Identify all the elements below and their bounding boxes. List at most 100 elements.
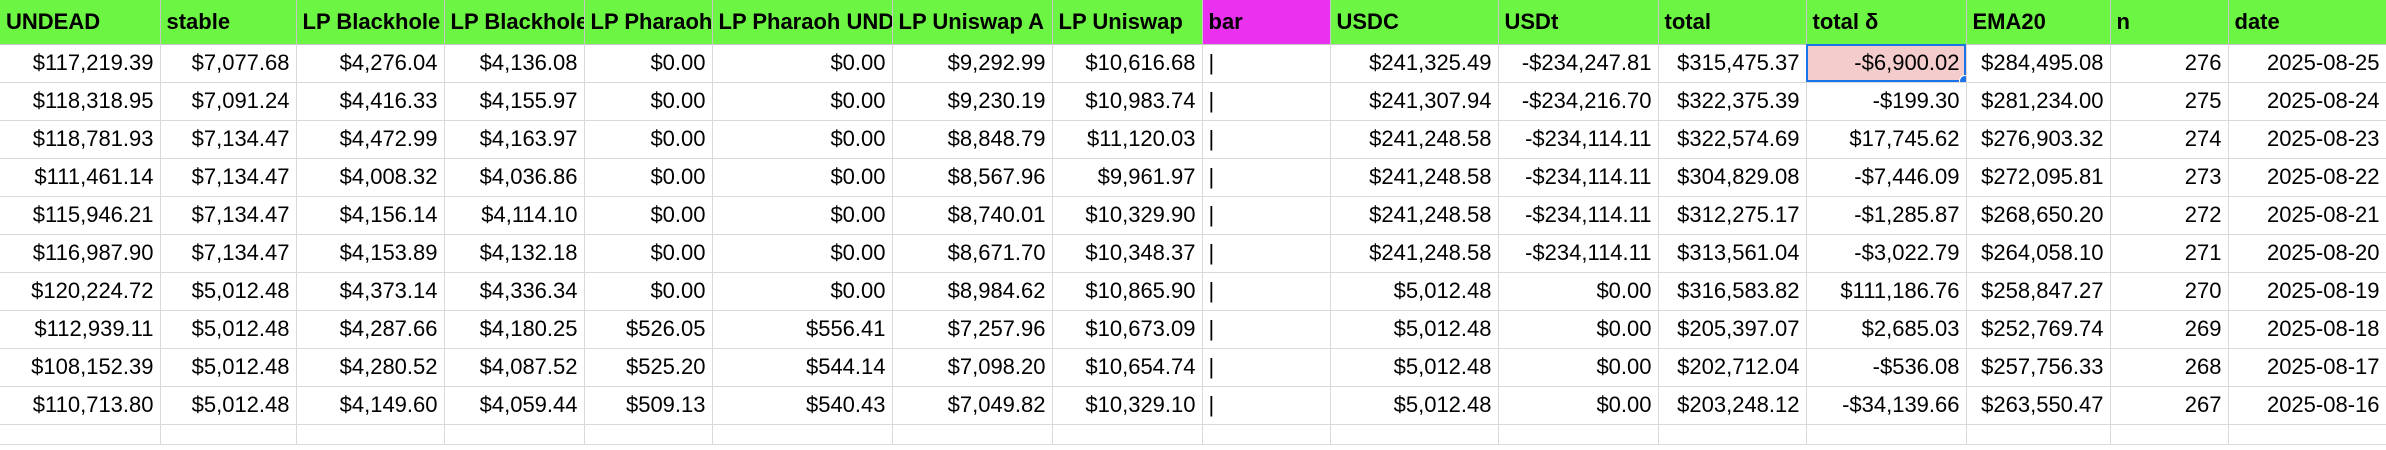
table-cell[interactable]: $0.00 — [1498, 272, 1659, 311]
table-cell[interactable]: | — [1202, 310, 1331, 349]
table-cell[interactable]: $7,134.47 — [160, 196, 297, 235]
column-header-6[interactable]: LP Pharaoh UNDEAD — [712, 0, 893, 45]
column-header-12[interactable]: total — [1658, 0, 1807, 45]
table-cell[interactable]: $108,152.39 — [0, 348, 161, 387]
table-cell[interactable]: $0.00 — [584, 272, 713, 311]
table-cell[interactable]: $7,077.68 — [160, 44, 297, 83]
table-cell[interactable]: $0.00 — [712, 82, 893, 121]
table-cell[interactable]: $4,036.86 — [444, 158, 585, 197]
empty-cell[interactable] — [584, 424, 713, 445]
column-header-15[interactable]: n — [2110, 0, 2229, 45]
table-cell[interactable]: $7,134.47 — [160, 234, 297, 273]
table-cell[interactable]: -$234,216.70 — [1498, 82, 1659, 121]
table-cell[interactable]: 273 — [2110, 158, 2229, 197]
empty-cell[interactable] — [2110, 424, 2229, 445]
table-cell[interactable]: $526.05 — [584, 310, 713, 349]
empty-cell[interactable] — [1806, 424, 1967, 445]
table-cell[interactable]: $4,180.25 — [444, 310, 585, 349]
table-cell[interactable]: $117,219.39 — [0, 44, 161, 83]
table-cell[interactable]: $313,561.04 — [1658, 234, 1807, 273]
fill-handle[interactable] — [1958, 74, 1965, 81]
table-cell[interactable]: $111,461.14 — [0, 158, 161, 197]
empty-cell[interactable] — [1202, 424, 1331, 445]
table-cell[interactable]: $0.00 — [1498, 310, 1659, 349]
table-cell[interactable]: $4,416.33 — [296, 82, 445, 121]
empty-cell[interactable] — [1498, 424, 1659, 445]
empty-cell[interactable] — [712, 424, 893, 445]
table-cell[interactable]: $0.00 — [584, 44, 713, 83]
table-cell[interactable]: $4,114.10 — [444, 196, 585, 235]
table-cell[interactable]: $5,012.48 — [1330, 386, 1499, 425]
column-header-16[interactable]: date — [2228, 0, 2386, 45]
table-cell[interactable]: | — [1202, 234, 1331, 273]
table-cell[interactable]: $509.13 — [584, 386, 713, 425]
table-cell[interactable]: $4,132.18 — [444, 234, 585, 273]
table-cell[interactable]: $10,329.10 — [1052, 386, 1203, 425]
table-cell[interactable]: $4,276.04 — [296, 44, 445, 83]
table-cell[interactable]: $315,475.37 — [1658, 44, 1807, 83]
table-cell[interactable]: 2025-08-24 — [2228, 82, 2386, 121]
table-cell[interactable]: $5,012.48 — [1330, 272, 1499, 311]
empty-cell[interactable] — [444, 424, 585, 445]
table-cell[interactable]: 276 — [2110, 44, 2229, 83]
table-cell[interactable]: $284,495.08 — [1966, 44, 2111, 83]
empty-cell[interactable] — [892, 424, 1053, 445]
column-header-4[interactable]: LP Blackhole — [444, 0, 585, 45]
table-cell[interactable]: $10,348.37 — [1052, 234, 1203, 273]
table-cell[interactable]: 269 — [2110, 310, 2229, 349]
table-cell[interactable]: $205,397.07 — [1658, 310, 1807, 349]
table-cell[interactable]: $10,673.09 — [1052, 310, 1203, 349]
table-cell[interactable]: | — [1202, 272, 1331, 311]
table-cell[interactable]: 274 — [2110, 120, 2229, 159]
table-cell[interactable]: $7,049.82 — [892, 386, 1053, 425]
table-cell[interactable]: $8,671.70 — [892, 234, 1053, 273]
table-cell[interactable]: 268 — [2110, 348, 2229, 387]
table-cell[interactable]: $0.00 — [1498, 386, 1659, 425]
table-cell[interactable]: 2025-08-25 — [2228, 44, 2386, 83]
column-header-5[interactable]: LP Pharaoh — [584, 0, 713, 45]
table-cell[interactable]: 2025-08-16 — [2228, 386, 2386, 425]
table-cell[interactable]: $4,280.52 — [296, 348, 445, 387]
column-header-3[interactable]: LP Blackhole — [296, 0, 445, 45]
table-cell[interactable]: $4,008.32 — [296, 158, 445, 197]
empty-cell[interactable] — [1658, 424, 1807, 445]
column-header-11[interactable]: USDt — [1498, 0, 1659, 45]
table-cell[interactable]: 272 — [2110, 196, 2229, 235]
table-cell[interactable]: $263,550.47 — [1966, 386, 2111, 425]
table-cell[interactable]: $241,248.58 — [1330, 120, 1499, 159]
column-header-8[interactable]: LP Uniswap — [1052, 0, 1203, 45]
table-cell[interactable]: $544.14 — [712, 348, 893, 387]
table-cell[interactable]: -$234,114.11 — [1498, 120, 1659, 159]
table-cell[interactable]: $4,287.66 — [296, 310, 445, 349]
table-cell[interactable]: $322,375.39 — [1658, 82, 1807, 121]
table-cell[interactable]: $264,058.10 — [1966, 234, 2111, 273]
table-cell[interactable]: 2025-08-21 — [2228, 196, 2386, 235]
table-cell[interactable]: 2025-08-18 — [2228, 310, 2386, 349]
table-cell[interactable]: $0.00 — [584, 82, 713, 121]
column-header-2[interactable]: stable — [160, 0, 297, 45]
table-cell[interactable]: | — [1202, 82, 1331, 121]
table-cell[interactable]: $322,574.69 — [1658, 120, 1807, 159]
table-cell[interactable]: $241,248.58 — [1330, 158, 1499, 197]
table-cell[interactable]: 2025-08-19 — [2228, 272, 2386, 311]
table-cell[interactable]: $540.43 — [712, 386, 893, 425]
table-cell[interactable]: $10,616.68 — [1052, 44, 1203, 83]
empty-cell[interactable] — [296, 424, 445, 445]
table-cell[interactable]: | — [1202, 120, 1331, 159]
table-cell[interactable]: $7,098.20 — [892, 348, 1053, 387]
table-cell[interactable]: $0.00 — [584, 158, 713, 197]
table-cell[interactable]: $9,961.97 — [1052, 158, 1203, 197]
empty-cell[interactable] — [160, 424, 297, 445]
table-cell[interactable]: $312,275.17 — [1658, 196, 1807, 235]
table-cell[interactable]: $5,012.48 — [160, 310, 297, 349]
table-cell[interactable]: $120,224.72 — [0, 272, 161, 311]
table-cell[interactable]: | — [1202, 348, 1331, 387]
table-cell[interactable]: $5,012.48 — [1330, 348, 1499, 387]
table-cell[interactable]: $2,685.03 — [1806, 310, 1967, 349]
table-cell[interactable]: $5,012.48 — [160, 348, 297, 387]
table-cell[interactable]: $241,248.58 — [1330, 234, 1499, 273]
table-cell[interactable]: $0.00 — [584, 196, 713, 235]
empty-cell[interactable] — [0, 424, 161, 445]
table-cell[interactable]: $272,095.81 — [1966, 158, 2111, 197]
